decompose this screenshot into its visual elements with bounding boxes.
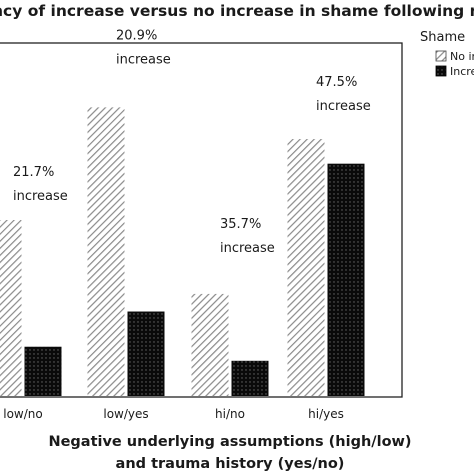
legend-label-increase: Incre bbox=[450, 65, 474, 78]
x-tick-label-low-yes: low/yes bbox=[103, 407, 148, 421]
legend-swatch-no-increase bbox=[435, 50, 447, 62]
annotation-hi-yes: 47.5% increase bbox=[316, 75, 371, 114]
annotation-low-yes: 20.9% increase bbox=[116, 28, 171, 67]
bar-increase-low-no bbox=[24, 346, 62, 396]
annotations-layer: 21.7% increase 20.9% increase 35.7% increase 4… bbox=[13, 28, 371, 256]
bar-increase-hi-yes bbox=[327, 163, 365, 396]
annotation-hi-no: 35.7% increase bbox=[220, 217, 275, 256]
x-axis-label-line-1: Negative underlying assumptions (high/lo… bbox=[48, 434, 411, 450]
legend-title: Shame bbox=[420, 30, 465, 45]
x-tick-label-hi-no: hi/no bbox=[215, 407, 245, 421]
bars-layer bbox=[0, 107, 365, 397]
legend: Shame No ir Incre bbox=[420, 30, 474, 78]
x-ticks-layer: low/no low/yes hi/no hi/yes bbox=[3, 407, 344, 421]
annotation-low-no: 21.7% increase bbox=[13, 165, 68, 204]
bar-no-increase-low-yes bbox=[87, 107, 125, 397]
legend-swatch-increase bbox=[435, 65, 447, 77]
bar-increase-hi-no bbox=[231, 360, 269, 396]
bar-increase-low-yes bbox=[127, 311, 165, 396]
bar-no-increase-low-no bbox=[0, 220, 22, 396]
legend-label-no-increase: No ir bbox=[450, 50, 474, 63]
x-axis-label-line-2: and trauma history (yes/no) bbox=[116, 456, 345, 472]
x-tick-label-hi-yes: hi/yes bbox=[308, 407, 344, 421]
bar-no-increase-hi-no bbox=[191, 293, 229, 396]
plot-frame bbox=[0, 42, 403, 398]
bar-no-increase-hi-yes bbox=[287, 139, 325, 397]
chart-title: ncy of increase versus no increase in sh… bbox=[0, 2, 474, 20]
x-tick-label-low-no: low/no bbox=[3, 407, 42, 421]
